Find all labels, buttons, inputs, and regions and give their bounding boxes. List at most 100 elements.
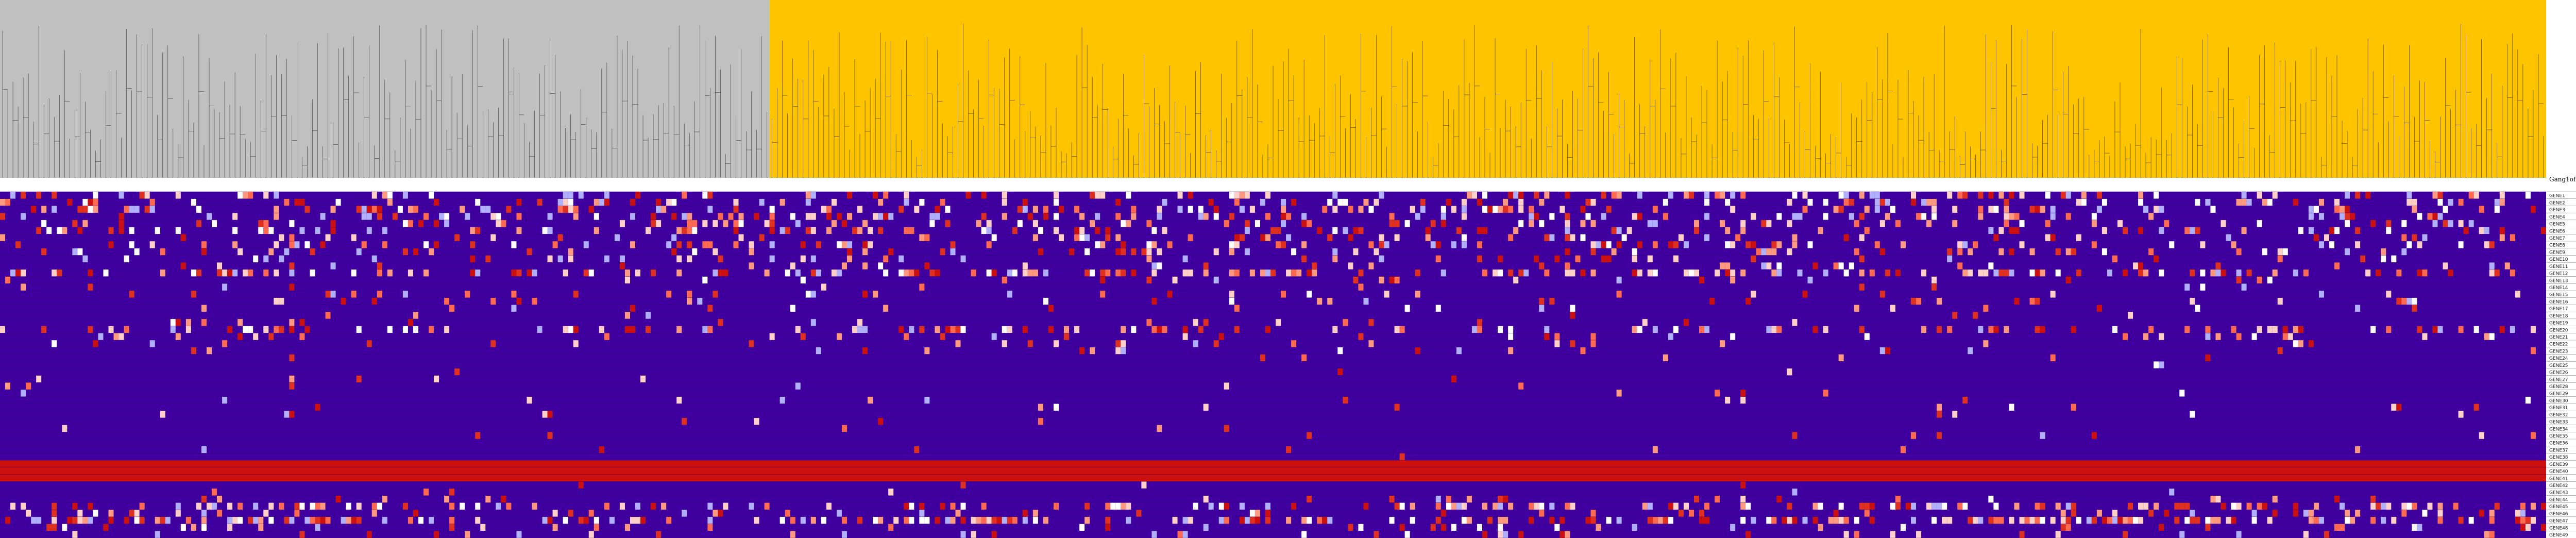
- heatmap-cell: [1673, 502, 1679, 510]
- heatmap-cell: [1498, 516, 1503, 524]
- heatmap-cell: [2262, 502, 2267, 510]
- heatmap-cell: [1978, 213, 1984, 220]
- heatmap-cell: [2169, 489, 2175, 496]
- heatmap-cell: [1942, 502, 1947, 510]
- heatmap-cell: [1978, 206, 1984, 213]
- heatmap-cell: [506, 206, 512, 213]
- heatmap-cell: [2159, 269, 2164, 277]
- heatmap-cell: [139, 502, 145, 510]
- heatmap-cell: [2221, 220, 2226, 227]
- heatmap-cell: [868, 227, 873, 234]
- heatmap-cell: [2210, 269, 2216, 277]
- heatmap-cell: [1394, 326, 1400, 333]
- heatmap-cell: [434, 241, 439, 248]
- heatmap-cell: [2499, 326, 2505, 333]
- heatmap-cell: [1358, 283, 1364, 291]
- heatmap-cell: [1693, 220, 1700, 227]
- row-label: GENE45: [2549, 505, 2568, 510]
- heatmap-cell: [1678, 234, 1684, 241]
- heatmap-cell: [1730, 333, 1736, 340]
- row-label: GENE22: [2549, 342, 2568, 347]
- heatmap-cell: [72, 516, 78, 524]
- heatmap-cell: [1968, 269, 1973, 277]
- heatmap-cell: [1115, 340, 1121, 347]
- heatmap-cell: [1518, 192, 1524, 199]
- heatmap-cell: [2190, 227, 2195, 234]
- heatmap-cell: [2298, 326, 2303, 333]
- heatmap-cell: [382, 516, 387, 524]
- heatmap-cell: [687, 213, 692, 220]
- heatmap-cell: [1937, 432, 1942, 439]
- heatmap-cell: [1539, 297, 1545, 305]
- heatmap-cell: [826, 502, 832, 510]
- heatmap-cell: [2381, 248, 2386, 256]
- heatmap-cell: [2308, 516, 2314, 524]
- heatmap-cell: [1105, 516, 1111, 524]
- heatmap-cell: [1322, 206, 1328, 213]
- heatmap-cell: [1973, 312, 1978, 319]
- heatmap-cell: [1792, 234, 1798, 241]
- heatmap-cell: [1725, 262, 1731, 270]
- heatmap-cell: [434, 220, 439, 227]
- heatmap-cell: [268, 227, 274, 234]
- heatmap-cell: [2267, 326, 2273, 333]
- heatmap-cell: [687, 255, 692, 263]
- heatmap-cell: [2530, 326, 2536, 333]
- heatmap-cell: [883, 305, 889, 312]
- heatmap-cell: [175, 502, 181, 510]
- heatmap-cell: [2159, 333, 2164, 340]
- heatmap-cell: [1730, 192, 1736, 199]
- heatmap-cell: [1513, 227, 1519, 234]
- heatmap-cell: [573, 340, 579, 347]
- heatmap-cell: [1869, 192, 1875, 199]
- heatmap-cell: [2401, 510, 2407, 517]
- heatmap-cell: [2345, 192, 2350, 199]
- heatmap-cell: [2205, 516, 2211, 524]
- heatmap-cell: [1549, 234, 1555, 241]
- heatmap-cell: [1879, 248, 1885, 256]
- heatmap-cell: [2257, 502, 2262, 510]
- heatmap-cell: [2540, 502, 2546, 510]
- heatmap-cell: [1498, 531, 1503, 538]
- heatmap-cell: [1053, 213, 1059, 220]
- heatmap-cell: [501, 495, 506, 503]
- heatmap-cell: [1255, 510, 1260, 517]
- heatmap-cell: [1544, 269, 1550, 277]
- heatmap-cell: [2241, 283, 2247, 291]
- heatmap-cell: [1720, 220, 1725, 227]
- heatmap-cell: [2355, 446, 2361, 453]
- heatmap-cell: [10, 269, 16, 277]
- heatmap-cell: [1570, 234, 1575, 241]
- heatmap-cell: [371, 255, 377, 263]
- heatmap-cell: [1792, 489, 1798, 496]
- heatmap-cell: [1885, 213, 1890, 220]
- heatmap-cell: [2251, 516, 2257, 524]
- heatmap-cell: [1451, 241, 1456, 248]
- heatmap-cell: [2231, 502, 2236, 510]
- heatmap-cell: [1348, 524, 1353, 531]
- dendrogram-group-band: [769, 0, 2546, 178]
- heatmap-cell: [2231, 516, 2236, 524]
- heatmap-cell: [1539, 198, 1545, 206]
- heatmap-cell: [588, 510, 594, 517]
- heatmap-cell: [2215, 262, 2221, 270]
- heatmap-cell: [418, 220, 423, 227]
- heatmap-cell: [289, 283, 295, 291]
- heatmap-cell: [2412, 297, 2417, 305]
- heatmap-cell: [1688, 192, 1694, 199]
- heatmap-cell: [377, 206, 382, 213]
- heatmap-cell: [2009, 227, 2014, 234]
- heatmap-cell: [2096, 206, 2102, 213]
- heatmap-cell: [113, 333, 119, 340]
- heatmap-cell: [1430, 220, 1436, 227]
- heatmap-cell: [899, 269, 904, 277]
- heatmap-cell: [1926, 220, 1932, 227]
- heatmap-cell: [1002, 198, 1007, 206]
- heatmap-cell: [2412, 198, 2417, 206]
- heatmap-cell: [2040, 206, 2045, 213]
- heatmap-cell: [1032, 269, 1038, 277]
- heatmap-cell: [1611, 192, 1617, 199]
- heatmap-cell: [5, 198, 11, 206]
- heatmap-cell: [1177, 206, 1183, 213]
- heatmap-cell: [965, 192, 971, 199]
